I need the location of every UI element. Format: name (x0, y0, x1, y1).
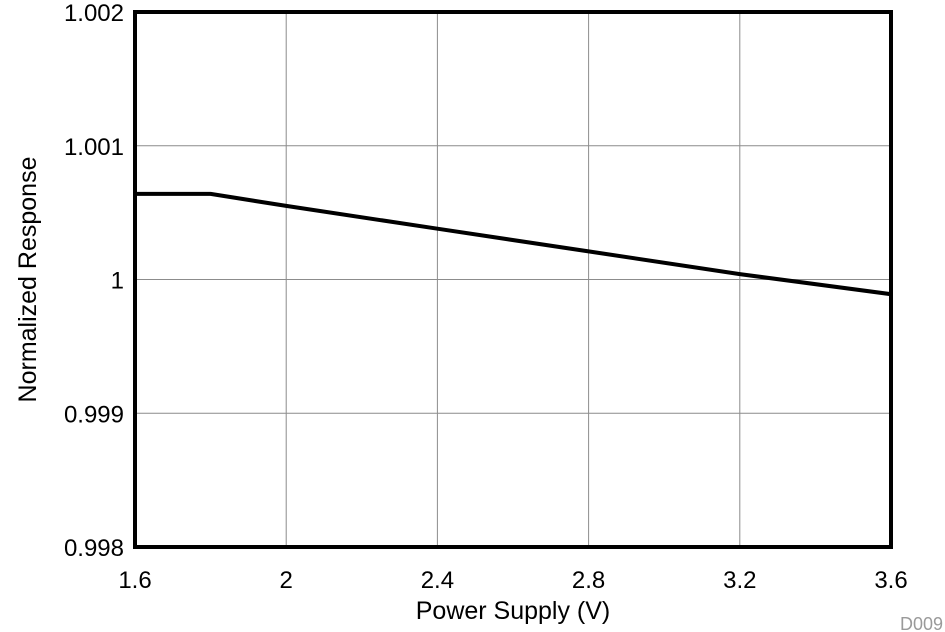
x-tick-label: 2.8 (572, 567, 605, 594)
y-tick-label: 0.999 (64, 401, 124, 428)
y-tick-label: 1.001 (64, 134, 124, 161)
figure-code: D009 (900, 614, 943, 632)
y-tick-label: 1.002 (64, 0, 124, 27)
x-tick-label: 2.4 (421, 567, 454, 594)
y-tick-label: 0.998 (64, 535, 124, 562)
x-axis-title: Power Supply (V) (416, 597, 611, 625)
x-tick-label: 2 (280, 567, 293, 594)
y-axis-title: Normalized Response (14, 157, 42, 403)
y-tick-labels: 0.998 0.999 1 1.001 1.002 (64, 0, 124, 562)
y-tick-label: 1 (111, 268, 124, 295)
series-line-0 (135, 191, 892, 297)
x-tick-label: 1.6 (118, 567, 151, 594)
x-tick-label: 3.6 (874, 567, 907, 594)
series-group (135, 191, 892, 297)
x-tick-label: 3.2 (723, 567, 756, 594)
x-tick-labels: 1.6 2 2.4 2.8 3.2 3.6 (118, 567, 907, 594)
plot-frame (133, 10, 893, 549)
